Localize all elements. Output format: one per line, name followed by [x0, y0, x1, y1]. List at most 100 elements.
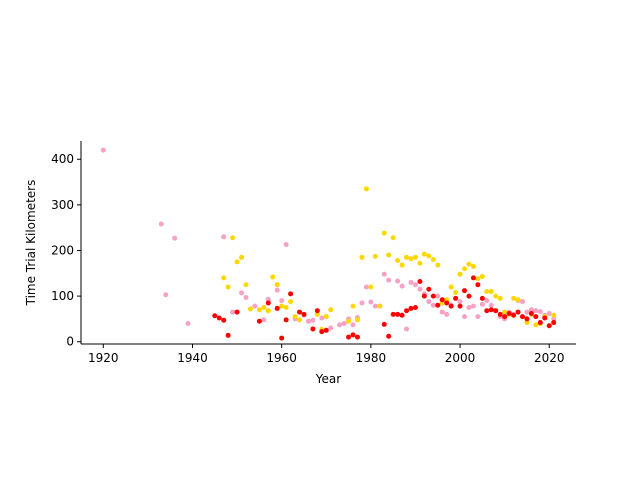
data-point — [417, 279, 423, 284]
data-point — [395, 311, 401, 317]
data-point — [421, 293, 427, 299]
data-point — [243, 294, 249, 300]
data-point — [346, 318, 352, 324]
data-point — [310, 317, 316, 323]
y-tick-label: 200 — [51, 243, 74, 257]
data-point — [426, 253, 432, 259]
data-point — [274, 287, 280, 293]
data-point — [386, 277, 392, 283]
data-point — [488, 307, 494, 313]
data-point — [533, 314, 539, 320]
data-point — [537, 320, 543, 326]
y-tick-label: 0 — [66, 335, 74, 349]
data-point — [439, 309, 445, 315]
data-point — [372, 253, 378, 259]
data-point — [341, 320, 347, 326]
x-axis-ticks: 1920 1940 1960 1980 2000 2020 — [88, 344, 565, 365]
data-point — [484, 308, 490, 314]
data-point — [444, 300, 450, 306]
data-point — [453, 295, 459, 301]
data-point — [484, 298, 490, 304]
data-point — [172, 235, 178, 241]
x-tick-label: 1960 — [266, 351, 297, 365]
data-point — [470, 275, 476, 281]
data-point — [399, 283, 405, 289]
data-point — [528, 307, 534, 313]
x-tick-label: 1980 — [356, 351, 387, 365]
data-point — [515, 297, 521, 303]
data-point — [488, 289, 494, 295]
data-point — [551, 316, 557, 322]
data-point — [247, 306, 253, 312]
data-point — [395, 258, 401, 264]
data-point — [354, 334, 360, 340]
data-point — [225, 332, 231, 338]
data-point — [404, 254, 410, 260]
data-point — [350, 332, 356, 338]
data-point — [283, 317, 289, 323]
data-point — [283, 242, 289, 248]
data-point — [466, 305, 472, 311]
data-point — [158, 221, 164, 227]
data-point — [497, 295, 503, 301]
data-point — [524, 316, 530, 322]
data-point — [185, 320, 191, 326]
data-point — [430, 293, 436, 299]
data-point — [381, 230, 387, 236]
data-point — [448, 303, 454, 309]
data-point — [479, 295, 485, 301]
data-point — [462, 266, 468, 272]
data-point — [475, 314, 481, 320]
x-tick-label: 2000 — [445, 351, 476, 365]
data-point — [381, 321, 387, 327]
points-layer — [100, 147, 557, 341]
data-point — [328, 325, 334, 331]
y-axis-ticks: 0 100 200 300 400 — [51, 152, 81, 349]
data-point — [230, 235, 236, 241]
data-point — [551, 312, 557, 318]
data-point — [417, 286, 423, 292]
data-point — [502, 309, 508, 315]
data-point — [421, 251, 427, 257]
data-point — [323, 327, 329, 333]
data-point — [475, 282, 481, 288]
data-point — [310, 326, 316, 332]
data-point — [323, 314, 329, 320]
data-point — [221, 275, 227, 281]
data-point — [305, 318, 311, 324]
data-point — [435, 262, 441, 268]
data-point — [395, 278, 401, 284]
data-point — [417, 260, 423, 266]
data-point — [412, 282, 418, 288]
data-point — [297, 309, 303, 315]
data-point — [328, 307, 334, 313]
data-point — [337, 322, 343, 328]
data-point — [479, 273, 485, 279]
data-point — [430, 257, 436, 263]
data-point — [390, 235, 396, 241]
data-point — [363, 284, 369, 290]
data-point — [408, 279, 414, 285]
data-point — [404, 308, 410, 314]
data-point — [457, 271, 463, 277]
y-tick-label: 400 — [51, 152, 74, 166]
data-point — [261, 317, 267, 323]
data-point — [502, 314, 508, 320]
y-axis-label: Time Trial Kilometers — [24, 180, 38, 307]
data-point — [314, 308, 320, 314]
x-tick-label: 2020 — [534, 351, 565, 365]
data-point — [408, 256, 414, 262]
data-point — [230, 309, 236, 315]
y-tick-label: 300 — [51, 198, 74, 212]
data-point — [546, 310, 552, 316]
data-point — [265, 300, 271, 306]
data-point — [297, 317, 303, 323]
data-point — [542, 315, 548, 321]
data-point — [221, 317, 227, 323]
data-point — [270, 274, 276, 280]
data-point — [301, 311, 307, 317]
data-point — [546, 323, 552, 329]
data-point — [163, 292, 169, 298]
data-point — [457, 303, 463, 309]
